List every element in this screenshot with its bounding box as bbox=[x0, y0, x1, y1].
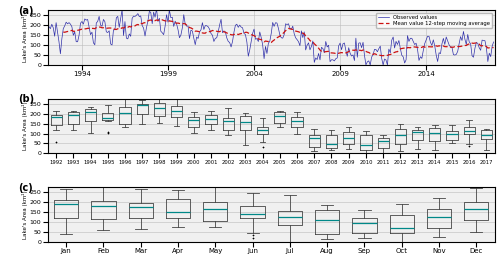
Observed values bbox=[154, 7, 160, 10]
Line: Mean value 12-step moving average: Mean value 12-step moving average bbox=[64, 20, 494, 56]
Observed values bbox=[69, 25, 75, 28]
Observed values bbox=[287, 27, 293, 30]
Text: (a): (a) bbox=[18, 6, 34, 16]
Observed values bbox=[367, 63, 373, 67]
Mean value 12-step moving average bbox=[326, 50, 332, 53]
Mean value 12-step moving average bbox=[154, 18, 160, 22]
Observed values bbox=[44, 22, 51, 25]
Text: (c): (c) bbox=[18, 183, 33, 193]
Y-axis label: Lake's Area (km²): Lake's Area (km²) bbox=[22, 13, 28, 62]
Observed values bbox=[490, 40, 496, 43]
Observed values bbox=[327, 60, 333, 63]
Mean value 12-step moving average bbox=[69, 29, 75, 32]
Mean value 12-step moving average bbox=[286, 27, 292, 30]
Mean value 12-step moving average bbox=[152, 19, 158, 22]
Text: (b): (b) bbox=[18, 94, 34, 105]
Observed values bbox=[152, 16, 158, 19]
Observed values bbox=[216, 23, 222, 27]
Y-axis label: Lake's Area (km²): Lake's Area (km²) bbox=[22, 102, 28, 151]
Observed values bbox=[155, 20, 161, 23]
Mean value 12-step moving average bbox=[215, 30, 221, 33]
Line: Observed values: Observed values bbox=[48, 9, 494, 65]
Mean value 12-step moving average bbox=[490, 46, 496, 49]
Legend: Observed values, Mean value 12-step moving average: Observed values, Mean value 12-step movi… bbox=[376, 13, 492, 28]
Y-axis label: Lake's Area (km²): Lake's Area (km²) bbox=[22, 190, 28, 239]
